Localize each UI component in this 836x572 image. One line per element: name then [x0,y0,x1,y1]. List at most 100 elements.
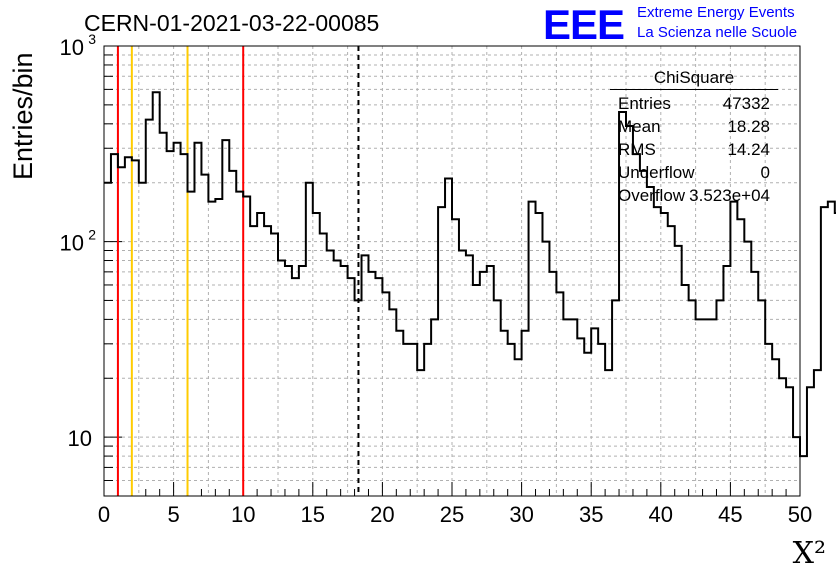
histogram-bin [417,370,424,496]
stats-value: 14.24 [727,140,770,159]
stats-row-overflow: Overflow 3.523e+04 [610,184,778,207]
histogram-bin [807,387,814,496]
x-tick-label: 40 [649,502,673,527]
histogram-bin [264,226,271,496]
stats-label: RMS [618,140,656,159]
histogram-bin [174,143,181,496]
histogram-bin [556,292,563,496]
histogram-bin [522,331,529,496]
histogram-bin [181,154,188,496]
histogram-bin [403,344,410,496]
histogram-bin [682,285,689,496]
histogram-bin [710,319,717,496]
histogram-bin [201,175,208,496]
x-tick-label: 30 [509,502,533,527]
histogram-bin [605,370,612,496]
histogram-bin [389,309,396,496]
histogram-bin [278,261,285,496]
stats-value: 0 [760,163,770,182]
histogram-bin [424,344,431,496]
y-tick-label: 10 [68,426,92,451]
y-tick-label: 10 [60,231,84,256]
histogram-bin [640,171,647,496]
histogram-bin [751,272,758,496]
histogram-bin [438,207,445,496]
histogram-bin [271,233,278,496]
stats-box: ChiSquare Entries 47332 Mean 18.28 RMS 1… [610,68,778,207]
histogram-bin [229,171,236,496]
histogram-bin [431,319,438,496]
y-tick-exponent: 3 [88,31,96,47]
histogram-bin [542,242,549,496]
stats-value: 18.28 [727,117,770,136]
histogram-bin [299,266,306,496]
histogram-bin [118,167,125,496]
logo-line-1: Extreme Energy Events [637,4,795,21]
y-tick-label: 10 [60,35,84,60]
histogram-bin [529,202,536,496]
histogram-bin [730,202,737,496]
histogram-bin [208,202,215,496]
histogram-bin [167,151,174,496]
histogram-bin [668,226,675,496]
histogram-bin [452,219,459,496]
histogram-bin [737,219,744,496]
histogram-bin [598,344,605,496]
histogram-bin [647,187,654,496]
x-tick-label: 35 [579,502,603,527]
histogram-bin [215,199,222,496]
histogram-bin [355,300,362,496]
histogram-bin [661,213,668,496]
stats-label: Entries [618,94,671,113]
histogram-bin [382,292,389,496]
histogram-bin [612,300,619,496]
histogram-bin [744,242,751,496]
histogram-bin [306,183,313,496]
histogram-bin [584,353,591,496]
histogram-bin [313,213,320,496]
logo-line-2: La Scienza nelle Scuole [637,24,798,41]
x-tick-label: 25 [440,502,464,527]
histogram-bin [368,272,375,496]
stats-title: ChiSquare [610,68,778,90]
stats-label: Overflow [618,186,686,205]
histogram-bin [786,387,793,496]
histogram-bin [779,378,786,496]
stats-label: Mean [618,117,661,136]
plot-title: CERN-01-2021-03-22-00085 [84,10,380,36]
histogram-bin [696,319,703,496]
stats-value: 47332 [722,94,770,113]
stats-row-underflow: Underflow 0 [610,161,778,184]
histogram-bin [654,207,661,496]
histogram-bin [772,359,779,496]
histogram-bin [473,285,480,496]
histogram-bin [292,278,299,496]
histogram-bin [188,192,195,496]
stats-label: Underflow [618,163,695,182]
histogram-bin [341,266,348,496]
histogram-bin [793,437,800,496]
x-tick-label: 5 [167,502,179,527]
histogram-bin [536,213,543,496]
histogram-bin [675,246,682,496]
stats-value: 3.523e+04 [689,186,770,205]
histogram-bin [153,92,160,496]
histogram-bin [410,344,417,496]
histogram-bin [501,331,508,496]
histogram-bin [570,319,577,496]
histogram-bin [459,251,466,496]
x-axis-label: X² [792,536,826,571]
histogram-bin [689,300,696,496]
histogram-bin [160,133,167,496]
plot-frame [103,45,801,497]
histogram-bin [146,120,153,496]
histogram-bin [591,328,598,496]
x-tick-label: 15 [301,502,325,527]
histogram-bin [716,300,723,496]
histogram-bin [250,226,257,496]
histogram-bin [257,213,264,496]
histogram-bin [466,255,473,496]
eee-logo: EEE [543,1,625,48]
histogram-bin [222,140,229,496]
